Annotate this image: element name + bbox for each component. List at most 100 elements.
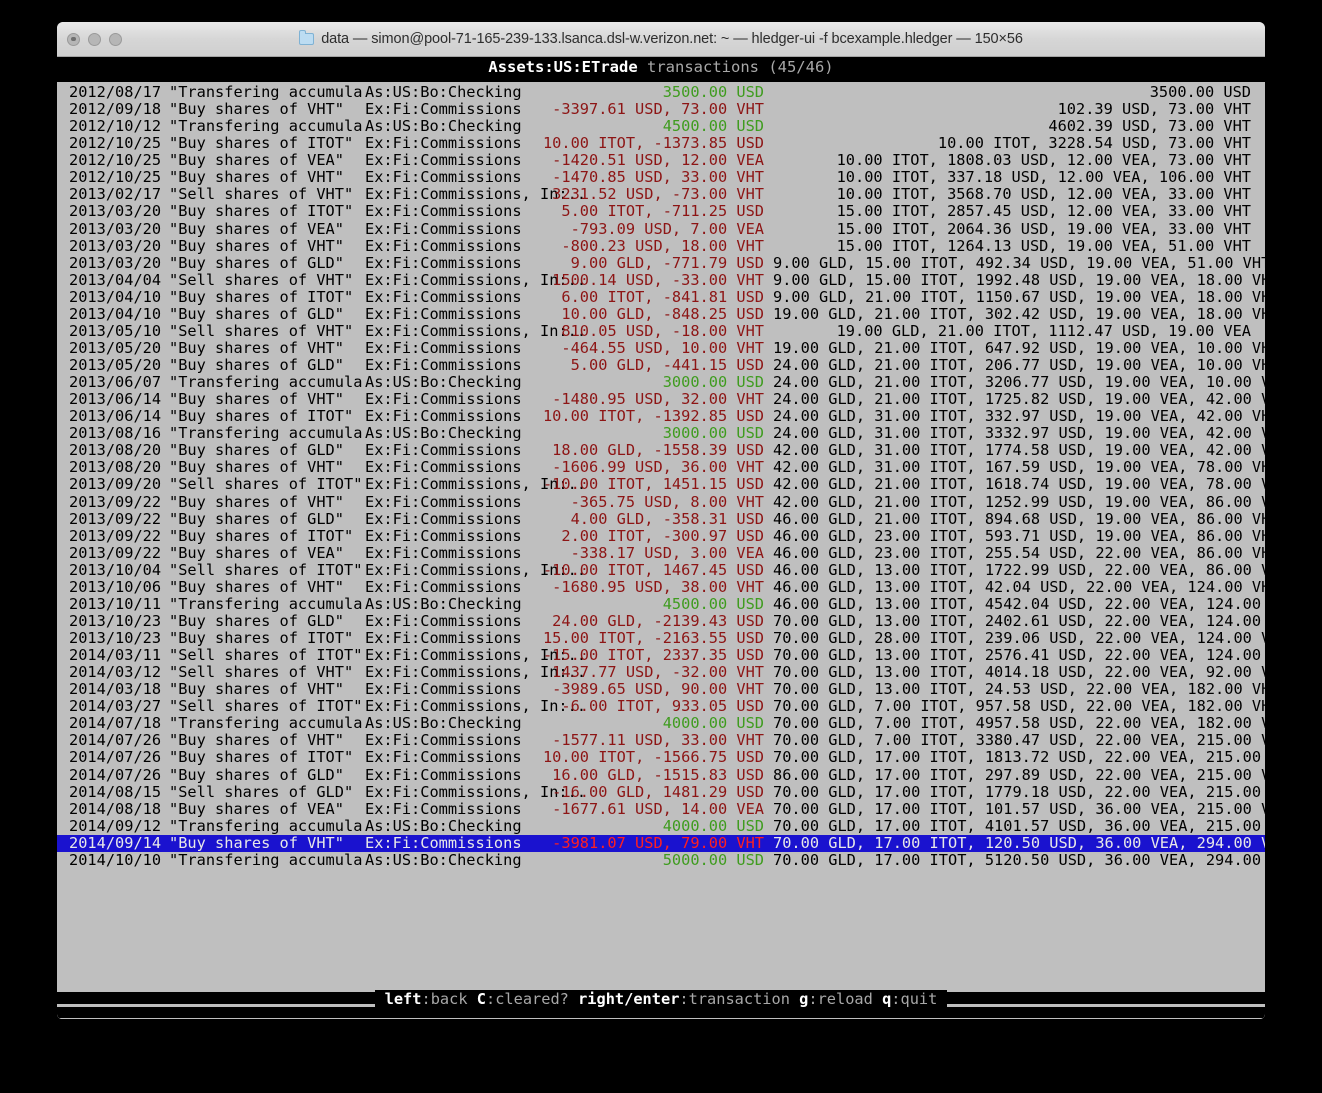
row-date: 2013/03/20 xyxy=(69,202,162,221)
table-row[interactable]: 2013/04/10 "Buy shares of ITOT" Ex:Fi:Comm… xyxy=(57,288,1265,306)
row-date: 2013/10/23 xyxy=(69,611,162,630)
table-row[interactable]: 2013/05/10 "Sell shares of VHT" Ex:Fi:Comm… xyxy=(57,322,1265,340)
table-row[interactable]: 2013/06/07 "Transfering accumula.. As:US:B… xyxy=(57,373,1265,392)
table-row[interactable]: 2014/09/12 "Transfering accumula.. As:US:B… xyxy=(57,817,1265,835)
table-row[interactable]: 2013/06/14 "Buy shares of VHT" Ex:Fi:Commi… xyxy=(57,391,1265,408)
table-row[interactable]: 2013/10/06 "Buy shares of VHT" Ex:Fi:Commi… xyxy=(57,577,1265,596)
row-date: 2013/03/20 xyxy=(69,219,162,238)
table-row[interactable]: 2013/08/16 "Transfering accumula.. As:US:B… xyxy=(57,425,1265,442)
table-row[interactable]: 2013/09/22 "Buy shares of VHT" Ex:Fi:Commi… xyxy=(57,492,1265,511)
row-date: 2012/10/25 xyxy=(69,168,162,187)
table-row[interactable]: 2013/05/20 "Buy shares of GLD" Ex:Fi:Commi… xyxy=(57,356,1265,374)
close-button-icon[interactable] xyxy=(67,32,80,46)
table-row[interactable]: 2014/03/11 "Sell shares of ITOT" Ex:Fi:Com… xyxy=(57,646,1265,665)
row-amount: 3000.00 USD xyxy=(662,424,764,443)
table-row[interactable]: 2013/05/20 "Buy shares of VHT" Ex:Fi:Commi… xyxy=(57,339,1265,357)
table-row[interactable]: 2013/09/22 "Buy shares of GLD" Ex:Fi:Commi… xyxy=(57,510,1265,528)
table-row[interactable]: 2013/04/10 "Buy shares of GLD" Ex:Fi:Commi… xyxy=(57,305,1265,323)
row-date: 2013/08/16 xyxy=(69,424,162,443)
row-amount: -3981.07 USD, 79.00 VHT xyxy=(552,833,764,852)
table-row[interactable]: 2013/02/17 "Sell shares of VHT" Ex:Fi:Comm… xyxy=(57,186,1265,203)
table-row[interactable]: 2014/07/26 "Buy shares of ITOT" Ex:Fi:Comm… xyxy=(57,749,1265,766)
keybinding-key[interactable]: q xyxy=(882,990,892,1008)
table-row[interactable]: 2013/10/11 "Transfering accumula.. As:US:B… xyxy=(57,595,1265,613)
row-description: "Buy shares of ITOT" xyxy=(169,135,354,153)
keybinding-key[interactable]: right/enter xyxy=(578,990,680,1008)
table-row[interactable]: 2013/10/23 "Buy shares of GLD" Ex:Fi:Commi… xyxy=(57,611,1265,630)
table-row[interactable]: 2013/10/04 "Sell shares of ITOT" Ex:Fi:Com… xyxy=(57,561,1265,579)
table-row[interactable]: 2014/03/27 "Sell shares of ITOT" Ex:Fi:Com… xyxy=(57,698,1265,715)
row-amount: -365.75 USD, 8.00 VHT xyxy=(570,492,764,511)
row-account: Ex:Fi:Commissions xyxy=(365,237,522,255)
row-amount: 16.00 GLD, -1515.83 USD xyxy=(552,765,764,784)
table-row[interactable]: 2013/09/22 "Buy shares of VEA" Ex:Fi:Commi… xyxy=(57,544,1265,562)
row-balance: 10.00 ITOT, 3228.54 USD, 73.00 VHT xyxy=(937,134,1251,153)
table-row[interactable]: 2014/07/18 "Transfering accumula.. As:US:B… xyxy=(57,715,1265,732)
table-row[interactable]: 2013/08/20 "Buy shares of GLD" Ex:Fi:Commi… xyxy=(57,442,1265,459)
row-account: Ex:Fi:Commissions, In:.. xyxy=(365,664,587,682)
row-date: 2012/09/18 xyxy=(69,100,162,119)
table-row[interactable]: 2014/03/18 "Buy shares of VHT" Ex:Fi:Commi… xyxy=(57,681,1265,698)
row-description: "Buy shares of GLD" xyxy=(169,510,344,528)
row-date: 2014/03/27 xyxy=(69,697,162,716)
row-description: "Transfering accumula.. xyxy=(169,851,365,869)
table-row[interactable]: 2012/10/25 "Buy shares of VHT" Ex:Fi:Commi… xyxy=(57,169,1265,186)
table-row[interactable]: 2013/04/04 "Sell shares of VHT" Ex:Fi:Comm… xyxy=(57,270,1265,289)
table-row[interactable]: 2012/08/17 "Transfering accumula.. As:US:B… xyxy=(57,83,1265,101)
table-row[interactable]: 2012/10/12 "Transfering accumula.. As:US:B… xyxy=(57,118,1265,135)
row-account: Ex:Fi:Commissions xyxy=(365,442,522,460)
row-amount: 1437.77 USD, -32.00 VHT xyxy=(552,663,764,682)
table-row[interactable]: 2012/09/18 "Buy shares of VHT" Ex:Fi:Commi… xyxy=(57,100,1265,119)
zoom-button-icon[interactable] xyxy=(109,32,122,46)
keybinding-colon: : xyxy=(421,990,431,1008)
table-row[interactable]: 2014/07/26 "Buy shares of GLD" Ex:Fi:Commi… xyxy=(57,765,1265,784)
header-account-name: Assets:US:ETrade xyxy=(488,58,638,76)
row-account: Ex:Fi:Commissions xyxy=(365,288,522,306)
row-date: 2014/07/18 xyxy=(69,714,162,733)
row-balance: 46.00 GLD, 13.00 ITOT, 42.04 USD, 22.00 … xyxy=(773,577,1265,596)
window-title: data — simon@pool-71-165-239-133.lsanca.… xyxy=(299,30,1023,47)
table-row[interactable]: 2014/08/18 "Buy shares of VEA" Ex:Fi:Commi… xyxy=(57,800,1265,818)
row-balance: 24.00 GLD, 21.00 ITOT, 3206.77 USD, 19.0… xyxy=(773,373,1265,392)
row-description: "Sell shares of VHT" xyxy=(169,271,354,289)
table-row[interactable]: 2012/10/25 "Buy shares of ITOT" Ex:Fi:Comm… xyxy=(57,135,1265,152)
row-description: "Sell shares of VHT" xyxy=(169,664,354,682)
keybinding-key[interactable]: left xyxy=(384,990,422,1008)
row-date: 2013/06/14 xyxy=(69,390,162,409)
row-description: "Sell shares of ITOT" xyxy=(169,647,363,665)
register-list[interactable]: 2012/08/17 "Transfering accumula.. As:US:B… xyxy=(57,83,1265,869)
row-amount: 4000.00 USD xyxy=(662,714,764,733)
table-row[interactable]: 2013/03/20 "Buy shares of VEA" Ex:Fi:Commi… xyxy=(57,219,1265,238)
table-row[interactable]: 2013/09/22 "Buy shares of ITOT" Ex:Fi:Comm… xyxy=(57,527,1265,545)
row-amount: -800.23 USD, 18.00 VHT xyxy=(561,236,764,255)
row-date: 2012/10/25 xyxy=(69,134,162,153)
table-row[interactable]: 2013/09/20 "Sell shares of ITOT" Ex:Fi:Com… xyxy=(57,476,1265,493)
row-amount: 10.00 ITOT, -1392.85 USD xyxy=(542,407,764,426)
row-date: 2012/10/12 xyxy=(69,117,162,136)
table-row[interactable]: 2013/03/20 "Buy shares of ITOT" Ex:Fi:Comm… xyxy=(57,203,1265,220)
minimize-button-icon[interactable] xyxy=(88,32,101,46)
table-row[interactable]: 2014/07/26 "Buy shares of VHT" Ex:Fi:Commi… xyxy=(57,732,1265,749)
table-row[interactable]: 2014/09/14 "Buy shares of VHT" Ex:Fi:Commi… xyxy=(57,833,1265,852)
table-row[interactable]: 2014/10/10 "Transfering accumula.. As:US:B… xyxy=(57,851,1265,869)
table-row[interactable]: 2013/03/20 "Buy shares of VHT" Ex:Fi:Commi… xyxy=(57,236,1265,255)
row-date: 2013/04/04 xyxy=(69,270,162,289)
row-account: As:US:Bo:Checking xyxy=(365,715,522,733)
keybinding-colon: : xyxy=(485,990,496,1008)
window-titlebar[interactable]: data — simon@pool-71-165-239-133.lsanca.… xyxy=(57,22,1265,57)
table-row[interactable]: 2013/10/23 "Buy shares of ITOT" Ex:Fi:Comm… xyxy=(57,629,1265,647)
table-row[interactable]: 2012/10/25 "Buy shares of VEA" Ex:Fi:Commi… xyxy=(57,152,1265,169)
window-title-text: data — simon@pool-71-165-239-133.lsanca.… xyxy=(321,31,1023,47)
table-row[interactable]: 2013/03/20 "Buy shares of GLD" Ex:Fi:Commi… xyxy=(57,254,1265,272)
row-date: 2014/07/26 xyxy=(69,748,162,767)
row-date: 2013/06/14 xyxy=(69,407,162,426)
table-row[interactable]: 2014/08/15 "Sell shares of GLD" Ex:Fi:Comm… xyxy=(57,783,1265,801)
keybinding-key[interactable]: g xyxy=(799,990,809,1008)
table-row[interactable]: 2013/08/20 "Buy shares of VHT" Ex:Fi:Commi… xyxy=(57,459,1265,476)
table-row[interactable]: 2014/03/12 "Sell shares of VHT" Ex:Fi:Comm… xyxy=(57,664,1265,681)
row-date: 2013/09/22 xyxy=(69,492,162,511)
keybinding-key[interactable]: C xyxy=(476,990,486,1008)
header-subtitle: transactions (45/46) xyxy=(637,58,834,76)
table-row[interactable]: 2013/06/14 "Buy shares of ITOT" Ex:Fi:Comm… xyxy=(57,408,1265,425)
row-amount: -1480.95 USD, 32.00 VHT xyxy=(552,390,764,409)
